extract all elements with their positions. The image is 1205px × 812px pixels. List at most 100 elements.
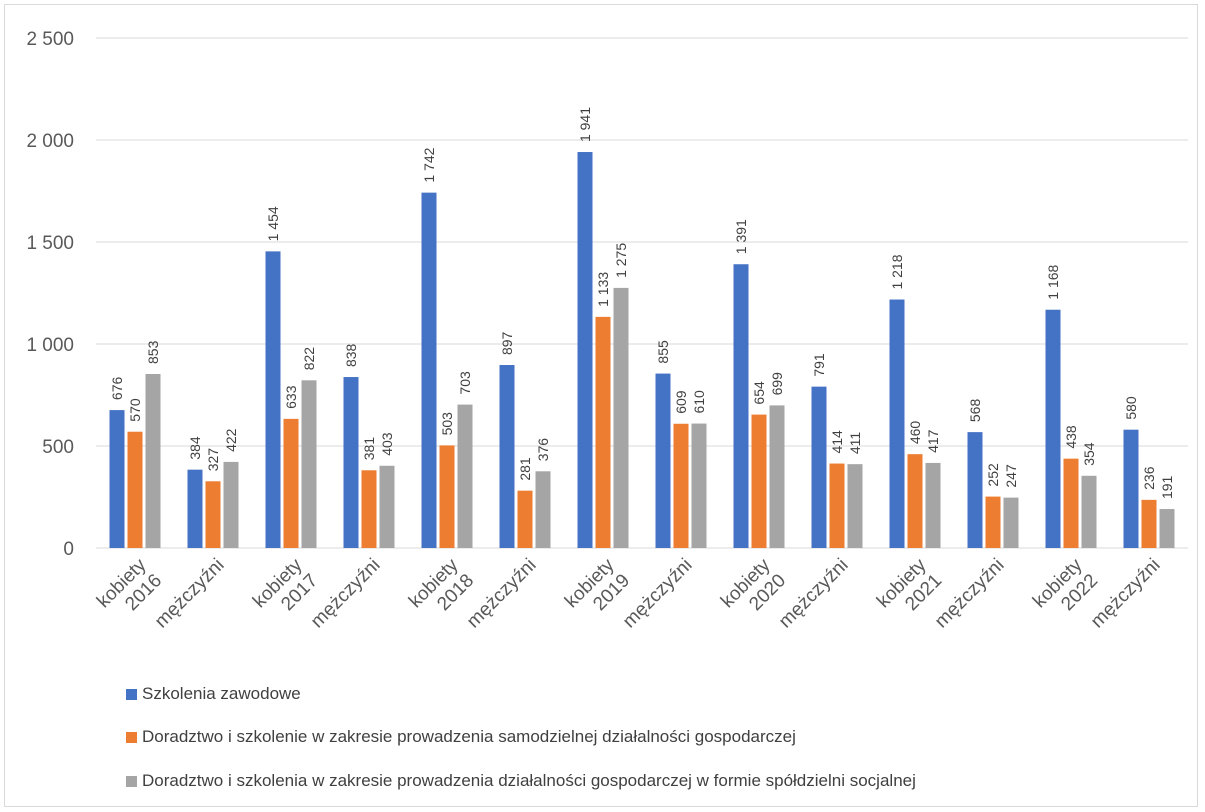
data-label: 281: [517, 457, 533, 481]
bar: [847, 464, 863, 548]
bar: [517, 490, 533, 548]
data-label: 791: [811, 353, 827, 377]
bar: [985, 496, 1001, 548]
legend-swatch-gray: [126, 775, 137, 787]
data-label: 633: [283, 385, 299, 409]
data-label: 610: [691, 390, 707, 414]
bar: [223, 461, 239, 548]
data-label: 654: [751, 381, 767, 405]
data-label: 703: [457, 371, 473, 395]
legend-label: Szkolenia zawodowe: [142, 684, 301, 703]
category-label: mężczyźni: [775, 555, 853, 633]
bar: [109, 410, 125, 548]
bar: [613, 287, 629, 548]
legend-item-doradztwo-spoldzielnia: Doradztwo i szkolenia w zakresie prowadz…: [126, 771, 916, 791]
data-label: 460: [907, 421, 923, 445]
data-label: 1 133: [595, 272, 611, 307]
data-label: 411: [847, 432, 863, 455]
y-tick-label: 500: [42, 437, 74, 458]
bar: [379, 465, 395, 548]
bar: [1045, 309, 1061, 548]
data-label: 568: [967, 399, 983, 423]
data-label: 853: [145, 340, 161, 364]
legend-label: Doradztwo i szkolenie w zakresie prowadz…: [142, 727, 796, 746]
data-label: 855: [655, 340, 671, 364]
data-label: 422: [223, 428, 239, 452]
data-label: 570: [127, 398, 143, 422]
bar: [145, 373, 161, 548]
bar: [187, 469, 203, 548]
bar: [1123, 429, 1139, 548]
bar: [967, 432, 983, 548]
data-label: 381: [361, 437, 377, 461]
data-label: 822: [301, 347, 317, 371]
bar: [499, 365, 515, 548]
bar: [421, 192, 437, 548]
data-label: 1 391: [733, 219, 749, 254]
bar: [925, 462, 941, 548]
category-label: mężczyźni: [1087, 555, 1165, 633]
data-label: 438: [1063, 425, 1079, 449]
data-label: 414: [829, 430, 845, 454]
bar: [733, 264, 749, 548]
data-label: 252: [985, 463, 1001, 487]
bar: [907, 454, 923, 548]
data-label: 191: [1159, 475, 1175, 499]
data-label: 403: [379, 432, 395, 456]
y-tick-label: 2 500: [26, 29, 74, 50]
data-label: 1 275: [613, 243, 629, 278]
bar: [769, 405, 785, 548]
bar: [301, 380, 317, 548]
bar: [655, 373, 671, 548]
data-label: 247: [1003, 464, 1019, 488]
category-label: mężczyźni: [463, 555, 541, 633]
data-label: 676: [109, 377, 125, 401]
bar: [1063, 458, 1079, 548]
bar: [127, 431, 143, 548]
legend-swatch-orange: [126, 731, 137, 743]
data-label: 1 742: [421, 147, 437, 182]
data-label: 236: [1141, 466, 1157, 490]
data-label: 503: [439, 412, 455, 436]
legend-item-szkolenia-zawodowe: Szkolenia zawodowe: [126, 684, 301, 704]
y-tick-label: 0: [63, 539, 74, 560]
bar: [1081, 475, 1097, 548]
bar: [439, 445, 455, 548]
bar: [829, 463, 845, 548]
bar: [1141, 499, 1157, 548]
y-tick-label: 1 500: [26, 233, 74, 254]
legend-label: Doradztwo i szkolenia w zakresie prowadz…: [142, 771, 916, 790]
bar: [205, 481, 221, 548]
bar: [577, 152, 593, 548]
bar: [361, 470, 377, 548]
data-label: 1 941: [577, 107, 593, 142]
bar: [889, 299, 905, 548]
y-tick-label: 2 000: [26, 131, 74, 152]
data-label: 838: [343, 343, 359, 367]
data-label: 376: [535, 438, 551, 462]
bar: [1159, 509, 1175, 548]
data-label: 327: [205, 448, 221, 472]
data-label: 699: [769, 372, 785, 396]
category-label: mężczyźni: [151, 555, 229, 633]
bar: [811, 386, 827, 548]
bar: [283, 418, 299, 548]
data-label: 897: [499, 331, 515, 355]
data-label: 1 454: [265, 206, 281, 241]
bar-chart: 0 500 1 000 1 500 2 000 2 500 676 384 1 454 838 1 …: [26, 29, 1188, 633]
data-label: 1 168: [1045, 264, 1061, 299]
bar: [751, 414, 767, 548]
data-label: 354: [1081, 442, 1097, 466]
bar: [691, 423, 707, 548]
bar: [1003, 497, 1019, 548]
category-label: mężczyźni: [931, 555, 1009, 633]
bar: [265, 251, 281, 548]
data-label: 580: [1123, 396, 1139, 420]
legend-swatch-blue: [126, 688, 137, 700]
data-label: 1 218: [889, 254, 905, 289]
bar: [343, 377, 359, 548]
bar: [673, 423, 689, 548]
category-label: mężczyźni: [619, 555, 697, 633]
bar: [535, 471, 551, 548]
y-tick-label: 1 000: [26, 335, 74, 356]
